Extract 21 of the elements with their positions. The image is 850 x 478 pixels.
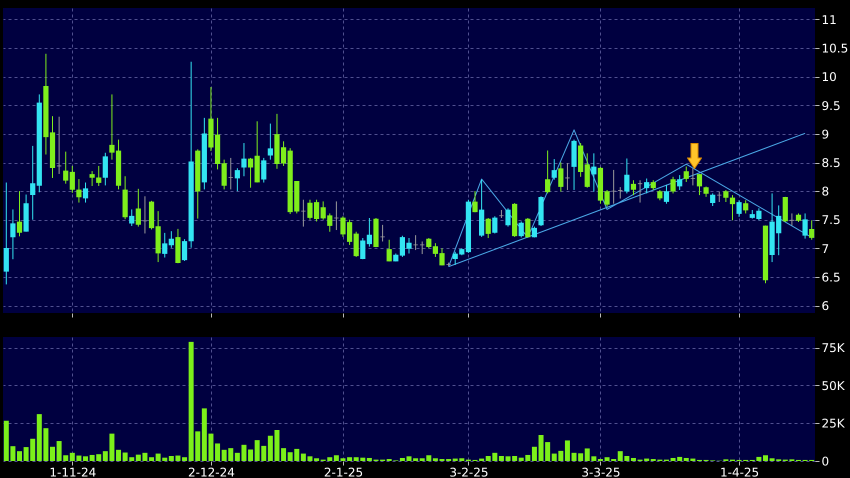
y-tick-label: 25K bbox=[822, 416, 846, 431]
y-tick-label: 6.5 bbox=[822, 270, 841, 284]
y-tick-label: 75K bbox=[822, 341, 846, 356]
y-tick-label: 8 bbox=[822, 184, 830, 199]
x-tick-label: 2-12-24 bbox=[188, 466, 235, 478]
y-tick-label: 7 bbox=[822, 242, 830, 256]
y-tick-label: 0 bbox=[822, 454, 830, 468]
x-tick-label: 2-1-25 bbox=[324, 466, 364, 478]
y-tick-label: 11 bbox=[822, 12, 837, 27]
x-tick-label: 1-11-24 bbox=[49, 466, 96, 478]
x-tick-label: 3-3-25 bbox=[581, 466, 621, 478]
y-tick-label: 50K bbox=[822, 378, 846, 393]
y-tick-label: 9.5 bbox=[822, 98, 841, 113]
x-tick-label: 3-2-25 bbox=[449, 466, 489, 478]
y-tick-label: 7.5 bbox=[822, 213, 841, 228]
y-tick-label: 10 bbox=[822, 70, 837, 84]
y-tick-label: 6 bbox=[822, 299, 830, 314]
y-tick-label: 10.5 bbox=[822, 42, 848, 56]
y-tick-label: 8.5 bbox=[822, 156, 841, 170]
x-tick-label: 1-4-25 bbox=[720, 466, 760, 478]
y-tick-label: 9 bbox=[822, 127, 830, 142]
